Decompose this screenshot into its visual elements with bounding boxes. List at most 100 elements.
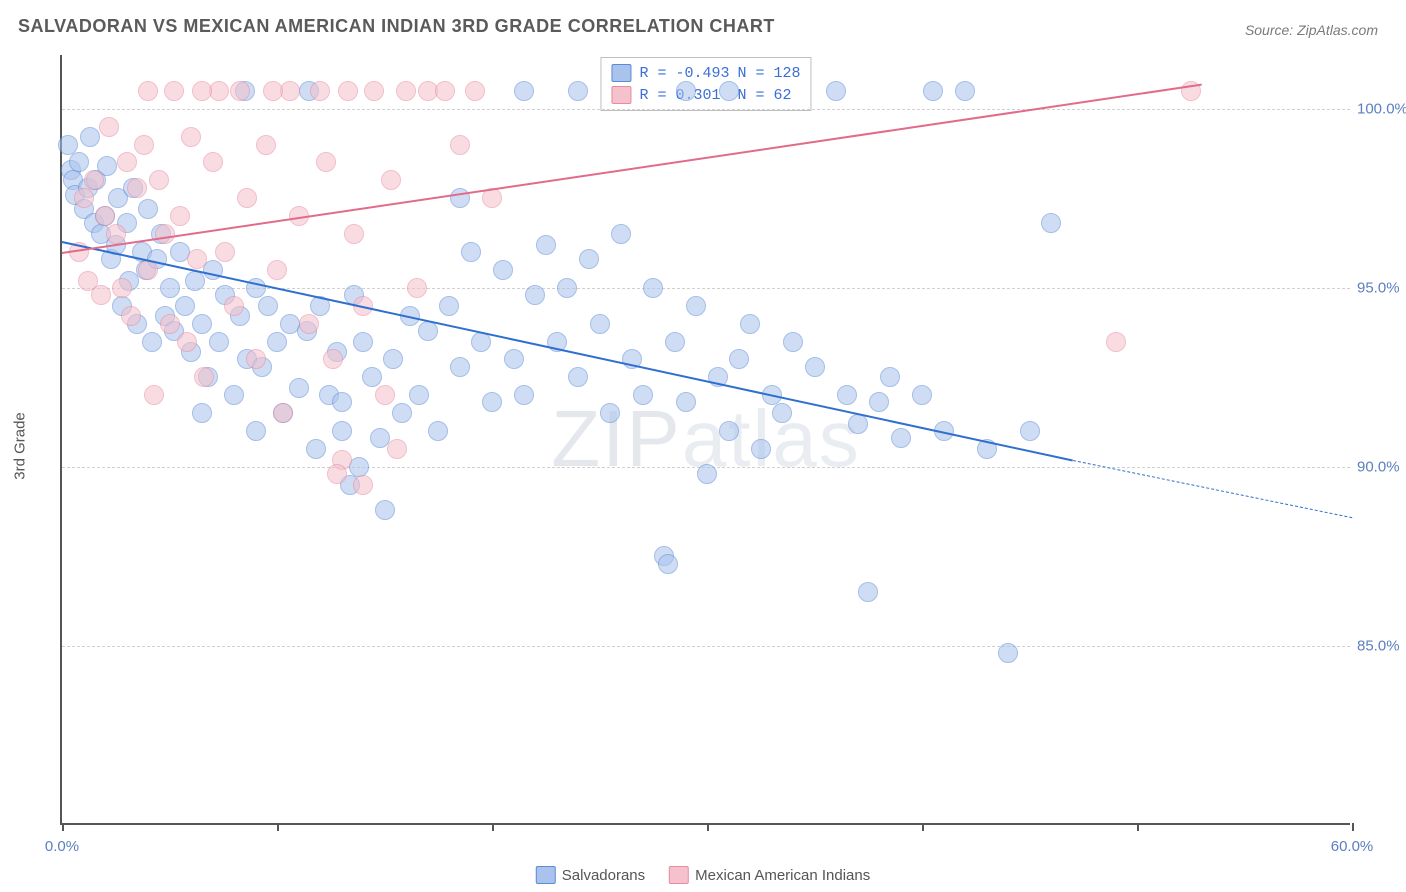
scatter-point bbox=[912, 385, 932, 405]
scatter-point bbox=[719, 81, 739, 101]
scatter-point bbox=[149, 170, 169, 190]
scatter-point bbox=[751, 439, 771, 459]
scatter-point bbox=[344, 224, 364, 244]
scatter-point bbox=[263, 81, 283, 101]
scatter-point bbox=[383, 349, 403, 369]
scatter-point bbox=[138, 199, 158, 219]
trend-line bbox=[1072, 460, 1352, 518]
scatter-point bbox=[258, 296, 278, 316]
scatter-point bbox=[686, 296, 706, 316]
scatter-point bbox=[299, 314, 319, 334]
x-tick bbox=[492, 823, 494, 831]
scatter-point bbox=[327, 464, 347, 484]
scatter-point bbox=[144, 385, 164, 405]
scatter-point bbox=[155, 224, 175, 244]
scatter-point bbox=[95, 206, 115, 226]
grid-line bbox=[62, 646, 1350, 647]
legend-label-1: Salvadorans bbox=[562, 867, 645, 884]
scatter-point bbox=[600, 403, 620, 423]
scatter-point bbox=[112, 278, 132, 298]
r-label-1: R = -0.493 bbox=[639, 65, 729, 82]
scatter-point bbox=[514, 81, 534, 101]
scatter-point bbox=[375, 385, 395, 405]
scatter-point bbox=[160, 278, 180, 298]
stats-row-2: R = 0.301 N = 62 bbox=[611, 84, 800, 106]
x-tick bbox=[1137, 823, 1139, 831]
scatter-point bbox=[289, 378, 309, 398]
scatter-point bbox=[1041, 213, 1061, 233]
n-label-1: N = 128 bbox=[737, 65, 800, 82]
scatter-point bbox=[407, 278, 427, 298]
scatter-point bbox=[482, 392, 502, 412]
trend-line bbox=[62, 241, 1073, 461]
scatter-point bbox=[224, 385, 244, 405]
scatter-point bbox=[1020, 421, 1040, 441]
scatter-point bbox=[332, 392, 352, 412]
legend-swatch-1 bbox=[536, 866, 556, 884]
source-label: Source: ZipAtlas.com bbox=[1245, 22, 1378, 38]
chart-title: SALVADORAN VS MEXICAN AMERICAN INDIAN 3R… bbox=[18, 16, 775, 37]
bottom-legend: Salvadorans Mexican American Indians bbox=[536, 866, 870, 884]
scatter-point bbox=[465, 81, 485, 101]
swatch-series-1 bbox=[611, 64, 631, 82]
scatter-point bbox=[117, 152, 137, 172]
x-tick bbox=[922, 823, 924, 831]
scatter-point bbox=[306, 439, 326, 459]
scatter-point bbox=[267, 332, 287, 352]
scatter-point bbox=[246, 349, 266, 369]
scatter-point bbox=[209, 332, 229, 352]
scatter-point bbox=[381, 170, 401, 190]
scatter-point bbox=[783, 332, 803, 352]
scatter-point bbox=[493, 260, 513, 280]
scatter-point bbox=[504, 349, 524, 369]
scatter-point bbox=[633, 385, 653, 405]
scatter-point bbox=[611, 224, 631, 244]
scatter-point bbox=[579, 249, 599, 269]
scatter-point bbox=[557, 278, 577, 298]
scatter-point bbox=[665, 332, 685, 352]
scatter-point bbox=[439, 296, 459, 316]
chart-container: SALVADORAN VS MEXICAN AMERICAN INDIAN 3R… bbox=[0, 0, 1406, 892]
scatter-point bbox=[409, 385, 429, 405]
scatter-point bbox=[676, 392, 696, 412]
scatter-point bbox=[194, 367, 214, 387]
scatter-point bbox=[880, 367, 900, 387]
scatter-point bbox=[1106, 332, 1126, 352]
scatter-point bbox=[181, 127, 201, 147]
scatter-point bbox=[160, 314, 180, 334]
scatter-point bbox=[280, 81, 300, 101]
scatter-point bbox=[138, 81, 158, 101]
scatter-point bbox=[729, 349, 749, 369]
scatter-point bbox=[375, 500, 395, 520]
scatter-point bbox=[643, 278, 663, 298]
scatter-point bbox=[740, 314, 760, 334]
scatter-point bbox=[91, 285, 111, 305]
scatter-point bbox=[338, 81, 358, 101]
x-tick bbox=[62, 823, 64, 831]
scatter-point bbox=[187, 249, 207, 269]
scatter-point bbox=[658, 554, 678, 574]
scatter-point bbox=[84, 170, 104, 190]
scatter-point bbox=[209, 81, 229, 101]
scatter-point bbox=[127, 178, 147, 198]
scatter-point bbox=[858, 582, 878, 602]
scatter-point bbox=[349, 457, 369, 477]
legend-item-1: Salvadorans bbox=[536, 866, 645, 884]
n-label-2: N = 62 bbox=[738, 87, 801, 104]
scatter-point bbox=[536, 235, 556, 255]
scatter-point bbox=[215, 242, 235, 262]
scatter-point bbox=[525, 285, 545, 305]
scatter-point bbox=[428, 421, 448, 441]
scatter-point bbox=[177, 332, 197, 352]
scatter-point bbox=[998, 643, 1018, 663]
scatter-point bbox=[387, 439, 407, 459]
scatter-point bbox=[256, 135, 276, 155]
x-tick-label: 0.0% bbox=[45, 838, 79, 855]
scatter-point bbox=[353, 332, 373, 352]
scatter-point bbox=[805, 357, 825, 377]
scatter-point bbox=[224, 296, 244, 316]
scatter-point bbox=[364, 81, 384, 101]
scatter-point bbox=[273, 403, 293, 423]
scatter-point bbox=[362, 367, 382, 387]
swatch-series-2 bbox=[611, 86, 631, 104]
